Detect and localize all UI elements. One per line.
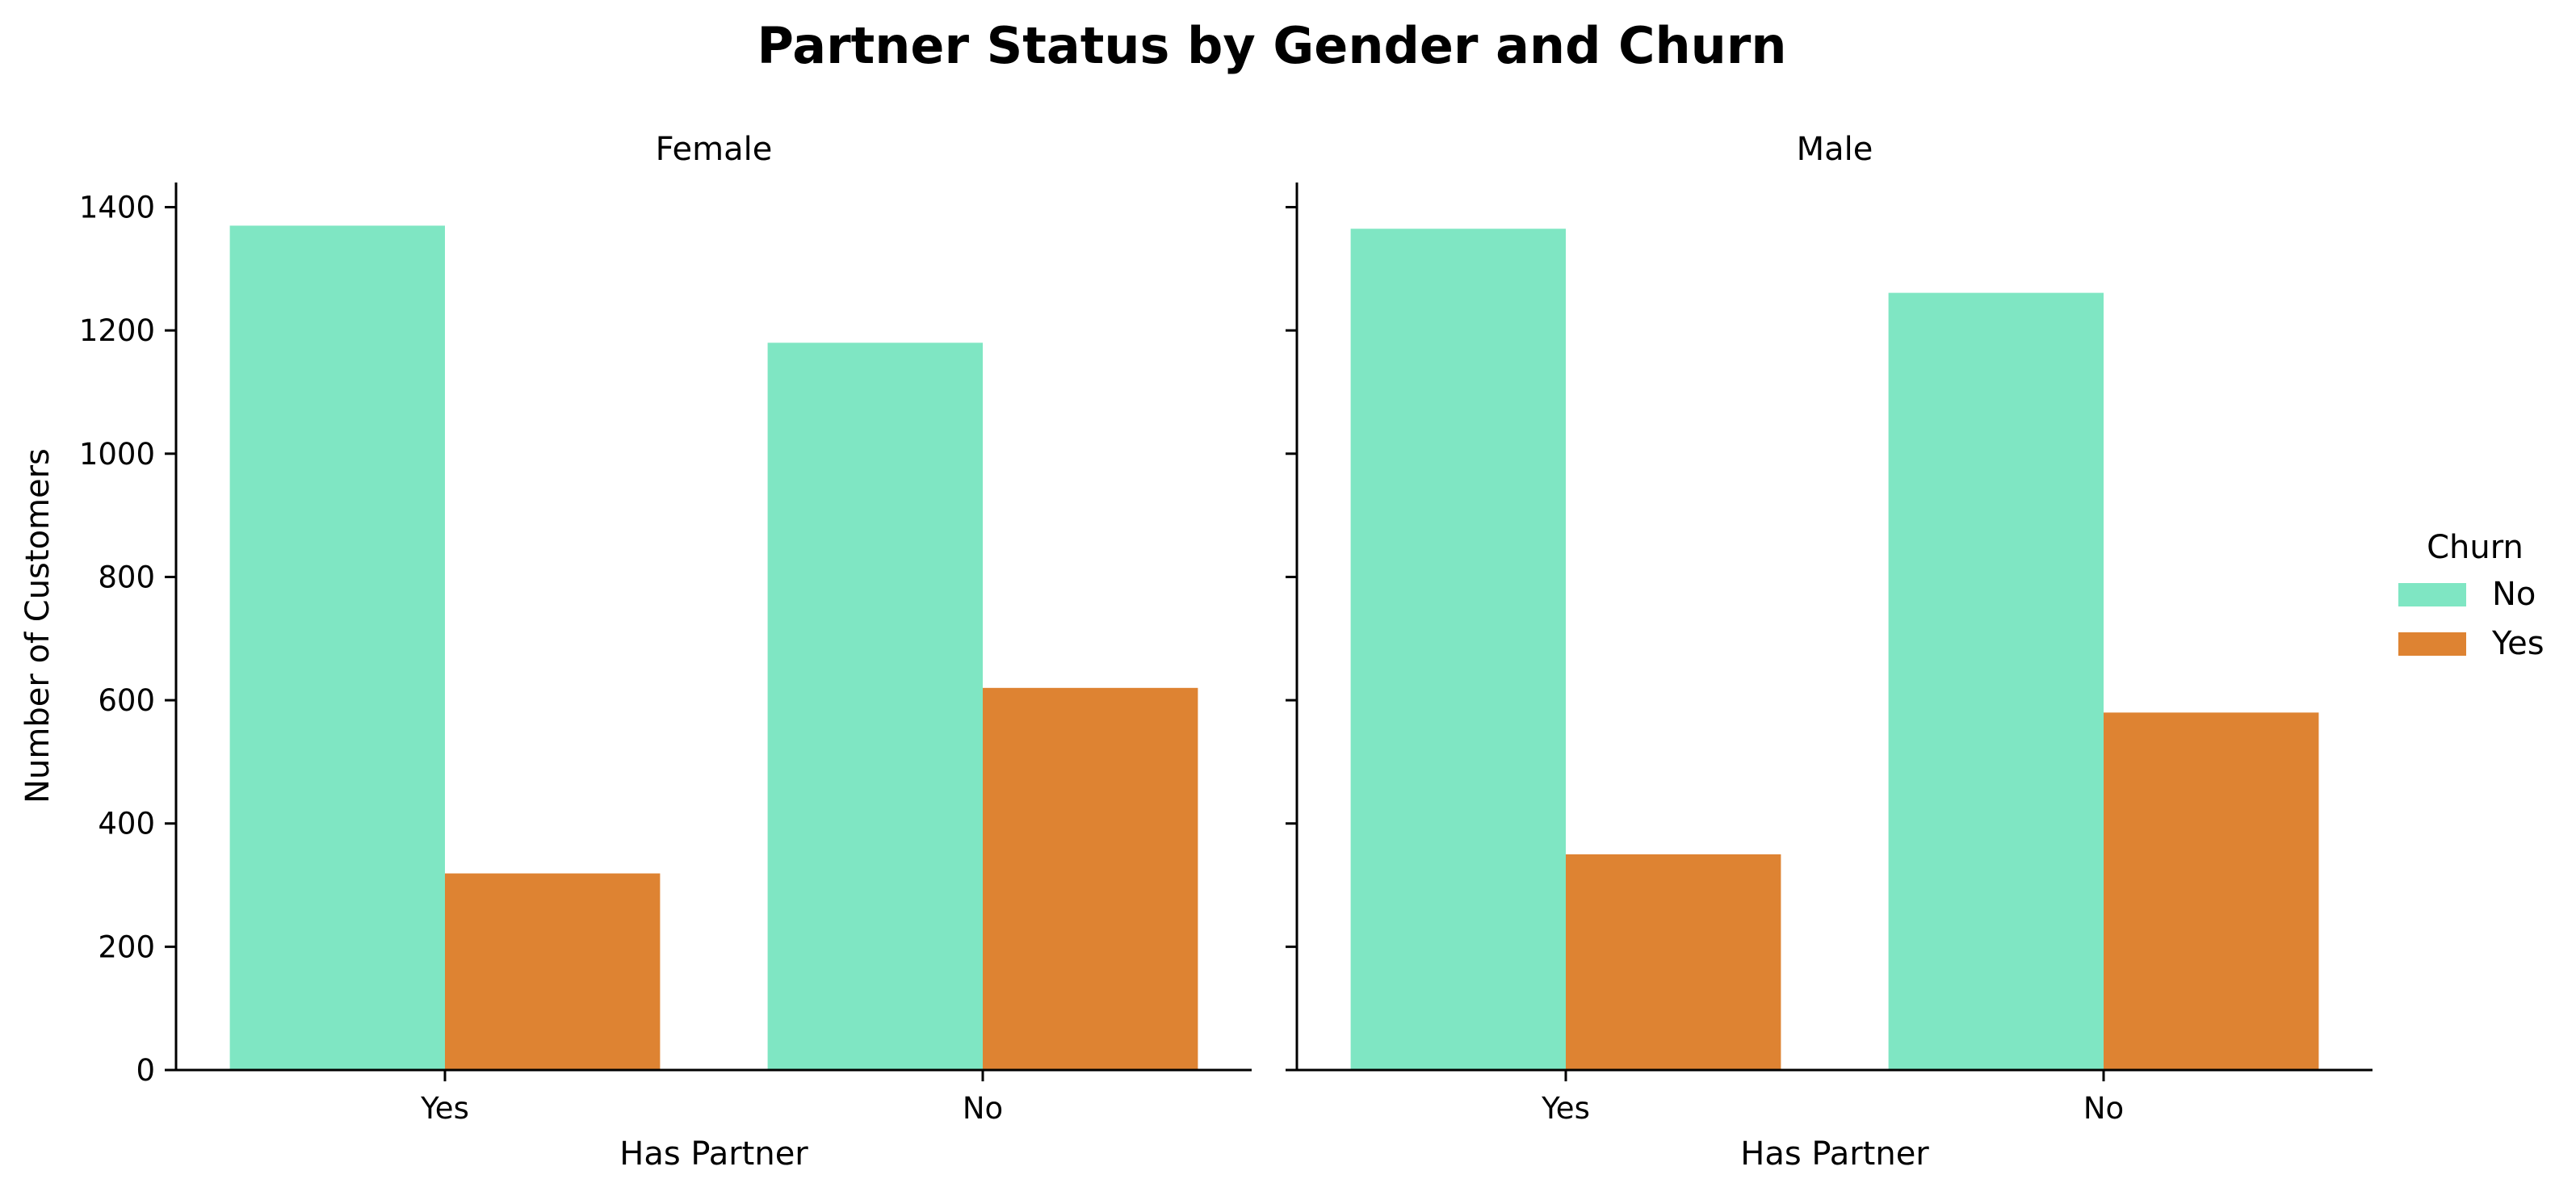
y-tick-label: 1200	[79, 313, 155, 348]
x-tick-label: No	[2083, 1091, 2124, 1126]
legend-label-no: No	[2492, 576, 2536, 613]
facet-male: Male Yes No Has Partner	[1286, 131, 2373, 1173]
legend-swatch-no	[2398, 583, 2466, 606]
y-tick-label: 400	[98, 807, 155, 841]
bar-female-partner-yes-churn-no	[229, 225, 445, 1071]
legend-label-yes: Yes	[2491, 625, 2545, 662]
bar-female-partner-no-churn-no	[767, 342, 983, 1070]
y-tick-label: 800	[98, 560, 155, 594]
y-tick-label: 0	[136, 1053, 155, 1088]
bar-male-partner-yes-churn-yes	[1566, 854, 1781, 1070]
facet-title: Male	[1797, 131, 1873, 168]
bar-female-partner-no-churn-yes	[983, 687, 1198, 1070]
y-tick-label: 1400	[79, 191, 155, 225]
y-tick-label: 200	[98, 930, 155, 964]
y-axis-label: Number of Customers	[19, 448, 57, 804]
legend-swatch-yes	[2398, 632, 2466, 656]
chart-title: Partner Status by Gender and Churn	[757, 16, 1786, 75]
x-axis-label: Has Partner	[1740, 1135, 1929, 1173]
bar-male-partner-yes-churn-no	[1350, 229, 1566, 1070]
x-axis-label: Has Partner	[619, 1135, 808, 1173]
y-tick-label: 1000	[79, 437, 155, 472]
facet-female: Female Yes No 0 200 400 600 800 1000 1200 1400 Has …	[79, 131, 1252, 1173]
y-tick-label: 600	[98, 683, 155, 718]
legend: Churn No Yes	[2398, 529, 2545, 662]
x-tick-label: Yes	[420, 1091, 469, 1126]
x-tick-label: Yes	[1541, 1091, 1590, 1126]
bar-male-partner-no-churn-yes	[2104, 712, 2319, 1070]
legend-title: Churn	[2427, 529, 2524, 566]
facet-title: Female	[656, 131, 773, 168]
bar-male-partner-no-churn-no	[1888, 292, 2104, 1070]
facets: Female Yes No 0 200 400 600 800 1000 1200 1400 Has …	[79, 131, 2373, 1173]
bar-female-partner-yes-churn-yes	[445, 873, 661, 1070]
x-tick-label: No	[963, 1091, 1003, 1126]
